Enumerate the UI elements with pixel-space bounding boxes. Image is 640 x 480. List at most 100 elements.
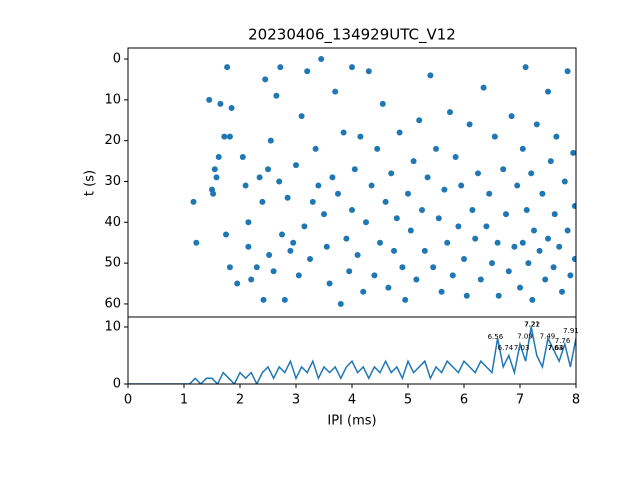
point [571, 202, 576, 209]
point [519, 145, 526, 152]
point [528, 170, 535, 177]
point [351, 166, 358, 173]
point [511, 243, 518, 250]
point [531, 227, 537, 234]
point [260, 296, 267, 303]
annotation: 7.64 [548, 344, 564, 352]
point [256, 174, 263, 181]
point [304, 68, 311, 75]
annotation: 7.09 [517, 333, 533, 341]
point [556, 243, 563, 250]
point [357, 133, 364, 140]
point [435, 215, 442, 222]
point [226, 264, 233, 271]
y-tick-label: 0 [113, 52, 121, 67]
point [379, 100, 386, 107]
point [547, 158, 554, 165]
point [368, 182, 375, 189]
point [295, 272, 302, 279]
y-axis-label: t (s) [83, 170, 98, 196]
point [399, 264, 406, 271]
point [265, 166, 271, 173]
point [444, 239, 451, 246]
point [309, 198, 316, 205]
x-tick-label: 1 [180, 393, 188, 408]
point [343, 235, 350, 242]
point [438, 288, 445, 295]
x-tick-label: 0 [124, 393, 132, 408]
point [329, 174, 336, 181]
point [354, 251, 361, 258]
point [213, 174, 220, 181]
x-tick-label: 5 [404, 393, 412, 408]
histogram-line [128, 326, 576, 384]
point [472, 235, 479, 242]
point [571, 256, 576, 263]
y-tick-label: 60 [104, 296, 121, 311]
point [211, 166, 218, 173]
point [561, 178, 568, 185]
point [284, 194, 291, 201]
point [307, 256, 313, 263]
point [239, 153, 246, 160]
point [385, 284, 392, 291]
point [469, 207, 476, 214]
point [281, 296, 288, 303]
point [301, 223, 308, 230]
point [223, 231, 229, 238]
point [458, 182, 465, 189]
point [539, 190, 546, 197]
point [413, 276, 420, 283]
annotation: 7.63 [547, 344, 563, 352]
point [489, 260, 495, 267]
y-tick-label: 20 [104, 133, 121, 148]
point [564, 68, 571, 75]
point [567, 272, 574, 279]
point [402, 296, 409, 303]
point [410, 158, 417, 165]
point [323, 243, 330, 250]
annotation: 7.91 [563, 327, 579, 335]
point [396, 129, 403, 136]
point [522, 64, 529, 71]
point [461, 256, 467, 263]
point [494, 239, 501, 246]
point [262, 76, 269, 83]
point [377, 239, 383, 246]
point [337, 300, 344, 307]
point [483, 223, 490, 230]
point [221, 133, 228, 140]
annotation: 6.74 [498, 344, 514, 352]
point [419, 207, 425, 214]
point [190, 198, 197, 205]
point [570, 149, 576, 156]
point [245, 219, 252, 226]
point [266, 251, 273, 258]
point [349, 64, 355, 71]
point [332, 88, 339, 95]
x-tick-label: 3 [292, 393, 300, 408]
x-tick-label: 2 [236, 393, 244, 408]
point [326, 280, 333, 287]
point [416, 117, 423, 124]
point [447, 109, 453, 116]
point [210, 190, 217, 197]
point [259, 198, 266, 205]
point [391, 247, 397, 254]
point [480, 84, 487, 91]
point [441, 186, 448, 193]
point [421, 247, 428, 254]
point [503, 211, 509, 218]
point [365, 68, 372, 75]
point [407, 227, 414, 234]
point [382, 198, 389, 205]
y-tick-label: 0 [113, 377, 121, 392]
point [340, 129, 347, 136]
point [318, 56, 325, 63]
point [427, 72, 434, 79]
x-tick-label: 7 [516, 393, 524, 408]
point [215, 153, 222, 160]
point [226, 133, 233, 140]
point [463, 292, 470, 299]
